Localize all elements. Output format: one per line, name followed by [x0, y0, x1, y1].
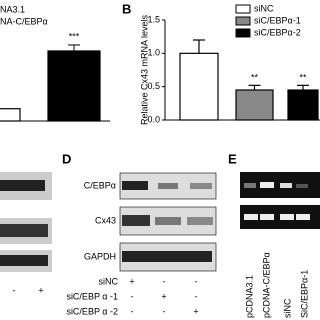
panel-label: E	[228, 151, 237, 166]
legend-swatch	[235, 16, 251, 26]
blot-d	[119, 172, 217, 272]
legend-label: NA3.1	[0, 4, 25, 14]
lane-mark: -	[163, 276, 166, 286]
lane-label: pCDNA-C/EBPα	[261, 252, 271, 318]
significance: **	[251, 73, 259, 83]
y-axis-label: Relative Cx43 mRNA levels	[139, 14, 149, 125]
condition-label: siC/EBP α -2	[66, 306, 118, 316]
y-tick-label: 1.0	[147, 48, 160, 58]
significance: **	[299, 73, 307, 83]
lane-mark: -	[131, 291, 134, 301]
y-tick-label: 0.5	[147, 81, 160, 91]
y-tick-label: 0.0	[147, 114, 160, 124]
bar	[287, 89, 319, 121]
lane-mark: -	[195, 276, 198, 286]
bar	[47, 50, 101, 122]
lane-mark: -	[195, 291, 198, 301]
legend-swatch	[235, 4, 251, 14]
y-tick-label: 1.5	[147, 14, 160, 24]
panel-label: B	[122, 1, 131, 16]
blot-left	[0, 172, 52, 272]
legend-label: siC/EBPα-2	[254, 27, 301, 37]
lane-mark: +	[193, 306, 198, 316]
significance: ***	[69, 31, 80, 41]
lane-mark: -	[163, 306, 166, 316]
lane-label: SiC/EBPα-1	[299, 270, 309, 318]
lane-mark: +	[129, 276, 134, 286]
legend-label: siNC	[254, 3, 274, 13]
lane-label: siNC	[282, 298, 292, 318]
lane-mark: -	[13, 285, 16, 295]
band-label: Cx43	[95, 215, 116, 225]
lane-mark: +	[161, 291, 166, 301]
legend-label: NA-C/EBPα	[0, 16, 48, 26]
lane-label: pCDNA3.1	[244, 275, 254, 318]
legend-label: siC/EBPα-1	[254, 15, 301, 25]
bar	[179, 52, 219, 121]
legend-swatch	[235, 28, 251, 38]
bar	[0, 108, 21, 122]
band-label: C/EBPα	[84, 180, 116, 190]
condition-label: siC/EBP α -1	[66, 291, 118, 301]
band-label: GAPDH	[84, 251, 116, 261]
condition-label: siNC	[99, 276, 119, 286]
panel-label: D	[62, 151, 71, 166]
bar	[235, 89, 274, 121]
gel-e	[240, 172, 320, 229]
lane-mark: +	[38, 285, 43, 295]
lane-mark: -	[131, 306, 134, 316]
